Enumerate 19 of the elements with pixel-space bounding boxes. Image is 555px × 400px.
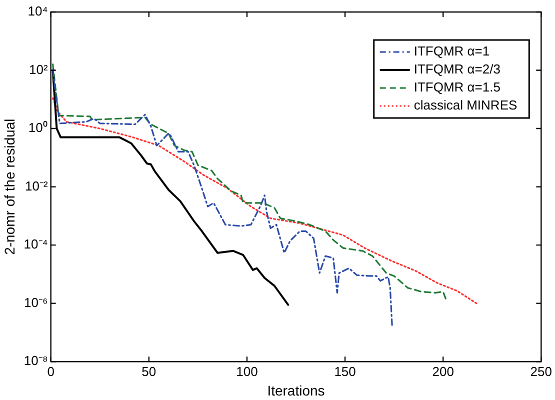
y-tick-label: 10⁰ [28,120,48,136]
legend-label: ITFQMR α=1.5 [414,80,500,95]
legend-label: classical MINRES [414,98,518,113]
x-tick-label: 150 [334,364,356,379]
x-tick-label: 250 [530,364,552,379]
y-tick-label: 10⁻² [25,178,49,194]
y-tick-label: 10² [29,62,49,77]
x-tick-label: 50 [142,364,156,379]
x-tick-label: 0 [47,364,54,379]
y-tick-label: 10⁻⁶ [24,294,48,310]
x-tick-label: 100 [236,364,258,379]
y-tick-label: 10⁻⁴ [24,236,48,252]
y-tick-label: 10⁻⁸ [24,353,48,368]
x-tick-label: 200 [432,364,454,379]
y-axis-title: 2-nomr of the residual [1,118,18,255]
x-axis-title: Iterations [267,382,325,398]
legend-label: ITFQMR α=2/3 [414,62,500,77]
y-tick-label: 10⁴ [28,4,48,19]
legend-label: ITFQMR α=1 [414,44,490,59]
